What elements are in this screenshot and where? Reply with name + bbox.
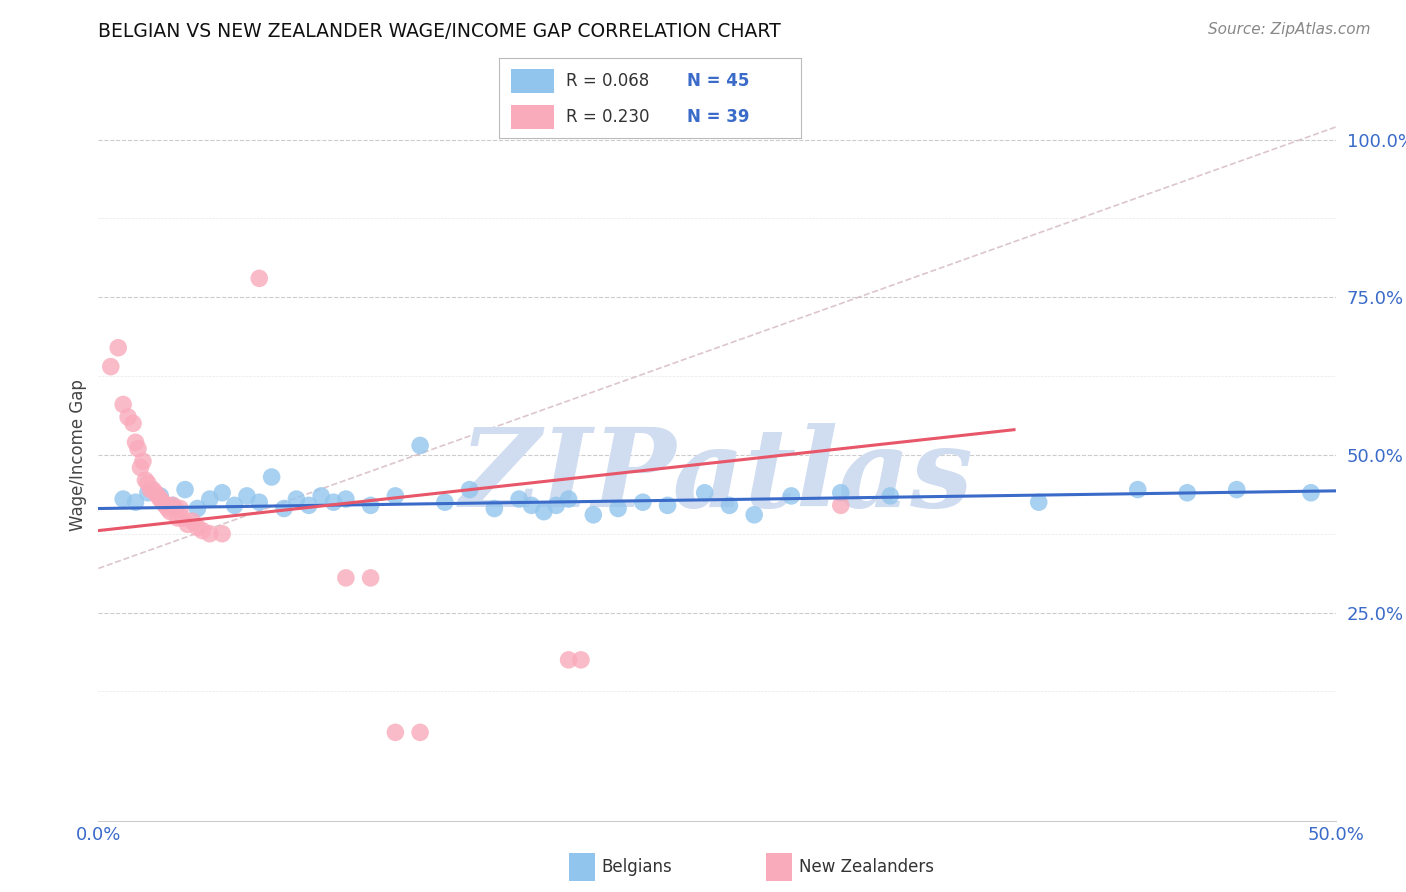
Point (159, 505, 181, 519)
Point (1299, 485, 1322, 500)
Point (211, 485, 233, 500)
Point (134, 473, 156, 487)
Point (582, 508, 605, 522)
Point (136, 485, 159, 500)
Point (176, 517, 198, 532)
Point (631, 495, 654, 509)
Point (124, 495, 146, 509)
Point (384, 489, 406, 503)
Point (830, 485, 852, 500)
Text: R = 0.230: R = 0.230 (565, 108, 650, 126)
Text: N = 39: N = 39 (686, 108, 749, 126)
Point (149, 491, 172, 506)
Point (607, 501, 630, 516)
Point (139, 483, 162, 497)
Y-axis label: Wage/Income Gap: Wage/Income Gap (69, 379, 87, 531)
Point (191, 524, 214, 538)
Point (546, 499, 568, 513)
Point (557, 653, 579, 667)
Point (433, 495, 456, 509)
Point (146, 489, 169, 503)
Point (129, 460, 152, 475)
Point (156, 501, 179, 516)
Point (211, 526, 233, 541)
Point (569, 653, 592, 667)
Point (409, 438, 432, 452)
Point (409, 725, 432, 739)
Point (309, 489, 332, 503)
Point (247, 271, 270, 285)
Point (162, 499, 184, 513)
Point (169, 501, 191, 516)
Point (166, 511, 188, 525)
Point (165, 501, 187, 516)
Point (879, 489, 901, 503)
Point (198, 491, 221, 506)
Text: Source: ZipAtlas.com: Source: ZipAtlas.com (1208, 22, 1371, 37)
Point (136, 476, 159, 491)
Point (1226, 483, 1249, 497)
Point (181, 514, 204, 528)
Point (162, 499, 184, 513)
Point (132, 454, 155, 468)
Text: R = 0.068: R = 0.068 (565, 72, 650, 90)
Point (335, 491, 357, 506)
Point (198, 526, 221, 541)
Text: New Zealanders: New Zealanders (799, 858, 934, 876)
Point (693, 485, 716, 500)
Point (260, 470, 283, 484)
Point (780, 489, 803, 503)
Point (285, 491, 308, 506)
Point (533, 505, 555, 519)
FancyBboxPatch shape (512, 104, 554, 128)
Point (224, 499, 246, 513)
Point (100, 359, 122, 374)
Point (557, 491, 579, 506)
Text: BELGIAN VS NEW ZEALANDER WAGE/INCOME GAP CORRELATION CHART: BELGIAN VS NEW ZEALANDER WAGE/INCOME GAP… (98, 22, 782, 41)
Point (149, 489, 172, 503)
Point (127, 442, 149, 456)
Point (484, 501, 506, 516)
Point (508, 491, 530, 506)
Point (172, 511, 194, 525)
Point (247, 495, 270, 509)
Point (112, 397, 135, 411)
Point (384, 725, 406, 739)
Point (1175, 485, 1198, 500)
Point (718, 499, 741, 513)
Point (142, 483, 165, 497)
Point (236, 489, 259, 503)
Point (298, 499, 321, 513)
FancyBboxPatch shape (512, 70, 554, 94)
Point (458, 483, 481, 497)
Point (657, 499, 679, 513)
Point (335, 571, 357, 585)
Point (360, 571, 382, 585)
Text: ZIPatlas: ZIPatlas (460, 423, 974, 531)
Point (117, 410, 139, 425)
Point (273, 501, 295, 516)
Point (174, 483, 197, 497)
Point (124, 435, 146, 450)
Point (155, 499, 177, 513)
Point (520, 499, 543, 513)
Point (1028, 495, 1050, 509)
Point (742, 508, 765, 522)
Point (830, 499, 852, 513)
Point (360, 499, 382, 513)
Point (152, 495, 174, 509)
Point (112, 491, 135, 506)
Point (107, 341, 129, 355)
Point (1126, 483, 1149, 497)
Point (122, 417, 145, 431)
Text: N = 45: N = 45 (686, 72, 749, 90)
Point (322, 495, 344, 509)
Text: Belgians: Belgians (602, 858, 672, 876)
Point (143, 485, 166, 500)
Point (186, 501, 208, 516)
Point (186, 520, 208, 534)
